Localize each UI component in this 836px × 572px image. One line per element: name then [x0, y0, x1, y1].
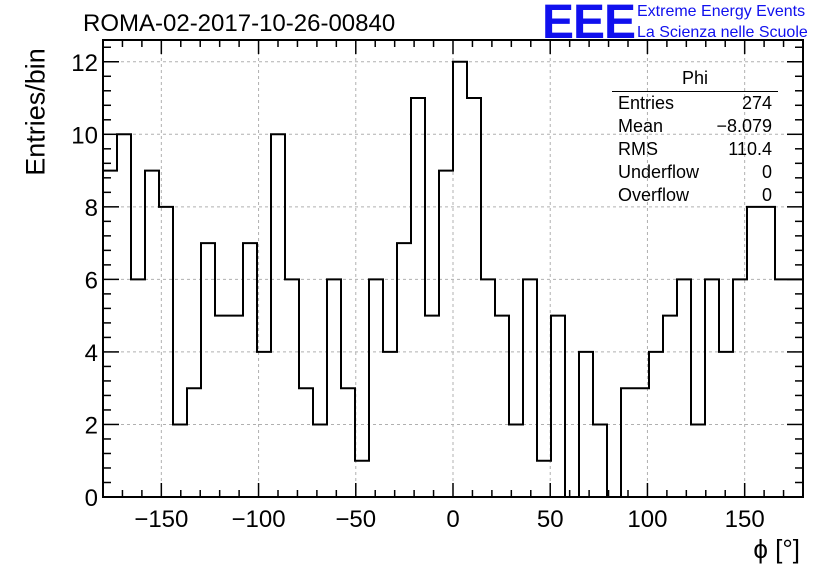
histogram-bin	[145, 171, 159, 497]
histogram-bin	[285, 279, 299, 497]
eee-subtitle-1: Extreme Energy Events	[637, 3, 806, 20]
histogram-bin	[789, 279, 803, 497]
y-tick-label: 2	[85, 412, 98, 439]
histogram-bin	[691, 424, 705, 497]
plot-title: ROMA-02-2017-10-26-00840	[83, 10, 396, 37]
histogram-bin	[705, 279, 719, 497]
x-tick-label: −50	[335, 506, 376, 533]
x-tick-label: 0	[446, 506, 459, 533]
tick-labels: −150 −100 −50 0 50 100 150 0 2 4 6 8 10 12	[71, 50, 764, 533]
stats-value: 0	[761, 162, 772, 182]
histogram-bin	[271, 134, 285, 497]
histogram-bin	[663, 316, 677, 497]
stats-value: 0	[761, 185, 772, 205]
stats-label: Entries	[618, 93, 675, 113]
stats-label: Mean	[618, 116, 664, 136]
histogram-bin	[621, 388, 635, 497]
histogram-bin	[369, 279, 383, 497]
histogram-bin	[299, 388, 313, 497]
y-tick-label: 0	[85, 485, 98, 512]
x-tick-label: 50	[537, 506, 564, 533]
histogram-bin	[537, 461, 551, 497]
stats-label: Overflow	[618, 185, 690, 205]
x-axis-label: ϕ [°]	[753, 534, 800, 564]
x-tick-label: −100	[232, 506, 286, 533]
axis-ticks	[103, 40, 803, 498]
histogram-bin	[481, 279, 495, 497]
x-tick-label: −150	[134, 506, 188, 533]
histogram-bin	[131, 279, 145, 497]
stats-row-entries: Entries 274	[612, 92, 778, 115]
histogram-bin	[243, 243, 257, 497]
stats-box: Phi Entries 274 Mean −8.079 RMS 110.4 Un…	[612, 68, 778, 207]
stats-value: 274	[741, 93, 772, 113]
histogram-bin	[103, 171, 117, 497]
y-axis-label: Entries/bin	[20, 48, 51, 176]
histogram-bin	[523, 279, 537, 497]
histogram-bin	[551, 316, 565, 497]
histogram-bin	[775, 279, 789, 497]
histogram-bin	[313, 424, 327, 497]
y-tick-label: 10	[71, 122, 98, 149]
stats-label: Underflow	[618, 162, 700, 182]
stats-row-overflow: Overflow 0	[612, 184, 778, 207]
histogram-bin	[425, 316, 439, 497]
x-tick-label: 150	[725, 506, 765, 533]
histogram-bin	[677, 279, 691, 497]
y-tick-label: 8	[85, 195, 98, 222]
histogram-bin	[593, 424, 607, 497]
histogram-bin	[201, 243, 215, 497]
x-tick-label: 100	[627, 506, 667, 533]
histogram-bin	[495, 316, 509, 497]
stats-row-underflow: Underflow 0	[612, 161, 778, 184]
histogram-bin	[411, 98, 425, 497]
stats-label: RMS	[618, 139, 658, 159]
stats-value: 110.4	[728, 139, 772, 159]
eee-subtitle-2: La Scienza nelle Scuole	[637, 24, 808, 41]
histogram-bin	[509, 424, 523, 497]
histogram-bin	[355, 461, 369, 497]
histogram-bin	[187, 388, 201, 497]
y-tick-label: 4	[85, 340, 98, 367]
stats-row-mean: Mean −8.079	[612, 115, 778, 138]
histogram-bin	[215, 316, 229, 497]
histogram-bin	[117, 134, 131, 497]
histogram-bin	[341, 388, 355, 497]
histogram-bin	[439, 171, 453, 497]
eee-logo: EEE	[542, 0, 636, 49]
histogram-bin	[173, 424, 187, 497]
y-tick-label: 12	[71, 50, 98, 77]
histogram-bin	[397, 243, 411, 497]
y-tick-label: 6	[85, 267, 98, 294]
stats-title: Phi	[612, 68, 778, 92]
histogram-bin	[635, 388, 649, 497]
histogram-bin	[467, 98, 481, 497]
histogram-bin	[229, 316, 243, 497]
histogram-bin	[327, 279, 341, 497]
stats-row-rms: RMS 110.4	[612, 138, 778, 161]
histogram-step-line	[103, 60, 803, 498]
stats-value: −8.079	[716, 116, 772, 136]
